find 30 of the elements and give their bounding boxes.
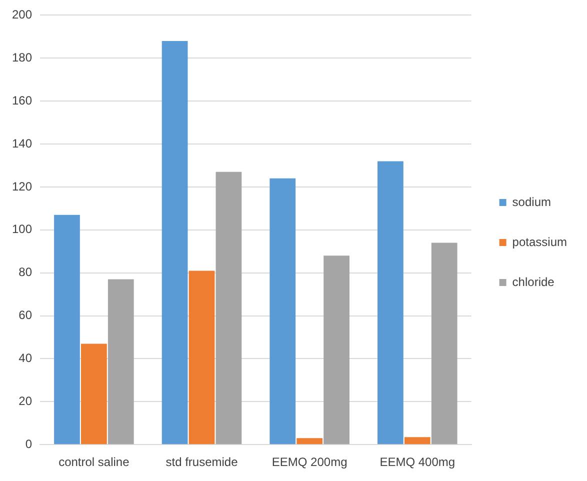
x-tick-label: EEMQ 400mg	[380, 455, 456, 470]
y-tick-label: 100	[12, 222, 32, 236]
y-tick-label: 20	[18, 394, 32, 408]
bar	[296, 438, 323, 444]
bar	[324, 256, 350, 444]
y-tick-label: 40	[18, 351, 32, 366]
x-tick-label: EEMQ 200mg	[272, 455, 348, 470]
bar	[270, 178, 296, 444]
bar	[54, 214, 80, 444]
y-tick-label: 80	[18, 265, 32, 280]
x-tick-label: std frusemide	[166, 455, 238, 470]
y-tick-label: 0	[25, 436, 32, 451]
y-tick-label: 160	[12, 93, 32, 108]
bar	[162, 40, 188, 444]
bar	[431, 242, 458, 444]
y-tick-label: 60	[18, 308, 32, 322]
bar	[404, 437, 430, 444]
bar	[378, 161, 404, 444]
bar	[80, 344, 107, 444]
bar	[188, 270, 215, 444]
legend-label: potassium	[512, 234, 568, 249]
y-tick-label: 180	[12, 50, 32, 64]
bar	[108, 279, 134, 444]
y-tick-label: 200	[12, 8, 32, 22]
x-tick-label: control saline	[58, 455, 130, 470]
y-tick-label: 120	[12, 179, 32, 194]
legend-label: sodium	[512, 194, 551, 209]
legend-label: chloride	[512, 274, 555, 289]
y-tick-label: 140	[12, 136, 32, 150]
bar	[216, 172, 242, 444]
